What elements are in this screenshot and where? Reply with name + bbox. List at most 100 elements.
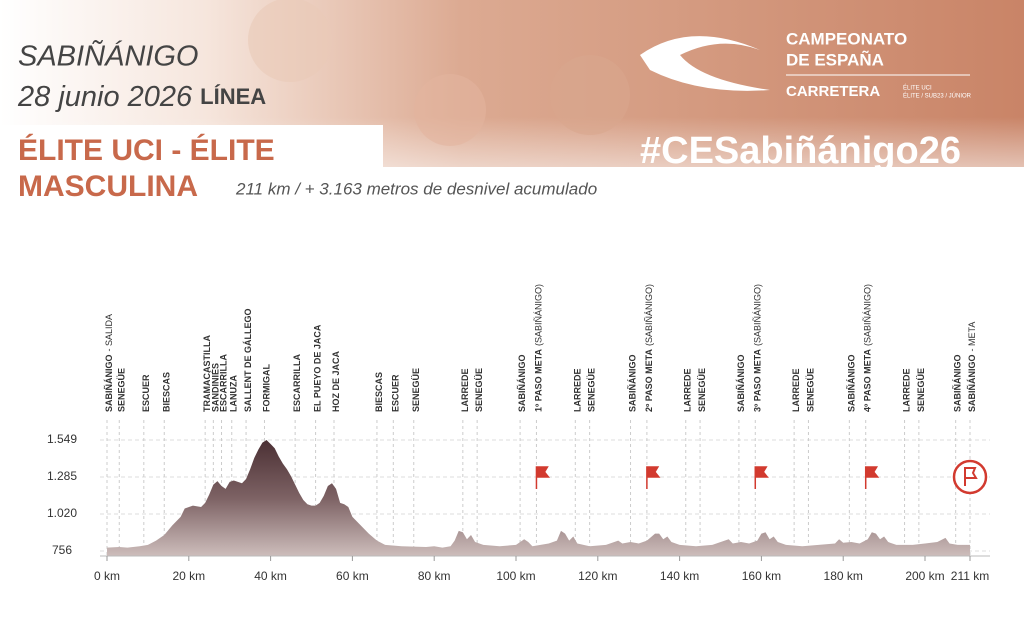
waypoint-name: 1º PASO META [534,349,544,412]
waypoint-label: FORMIGAL [262,364,272,412]
waypoint-name: BIESCAS [374,372,384,412]
finish-flag-icon [964,466,978,486]
sprint-flag [754,466,769,489]
logo-text: CARRETERA [786,83,880,100]
waypoint-note: - META [967,322,977,352]
race-title: MASCULINA [18,170,198,203]
waypoint-label: LARREDE [683,368,693,412]
waypoint-name: SABIÑÁNIGO [628,354,638,412]
waypoint-label: SABIÑÁNIGO [628,354,638,412]
waypoint-label: ESCUER [141,374,151,412]
x-tick-label: 80 km [418,569,451,583]
x-tick-label: 160 km [742,569,781,583]
waypoint-label: SENEGÜE [475,368,485,412]
waypoint-name: LARREDE [460,368,470,412]
waypoint-name: FORMIGAL [262,364,272,412]
waypoint-label: EL PUEYO DE JACA [313,324,323,412]
waypoint-name: SABIÑÁNIGO [104,354,114,412]
hashtag: #CESabiñánigo26 [640,130,961,172]
waypoint-label: SENEGÜE [117,368,127,412]
waypoint-label: BIESCAS [374,372,384,412]
waypoint-label: SABIÑÁNIGO - META [967,322,977,412]
waypoint-label: SABIÑÁNIGO [953,354,963,412]
waypoint-name: SABIÑÁNIGO [847,354,857,412]
waypoint-label: SENEGÜE [697,368,707,412]
logo-sub: ÉLITE UCI [903,85,932,92]
date-text: 28 junio 2026 [17,81,193,113]
elevation-area [107,440,970,556]
waypoint-label: TRAMACASTILLA [203,335,213,412]
waypoint-name: 3º PASO META [753,349,763,412]
waypoint-name: SABIÑÁNIGO [967,354,977,412]
logo-mark [640,36,770,91]
waypoint-name: LANUZA [229,375,239,412]
sprint-flag [864,466,880,489]
waypoint-label: SABIÑÁNIGO [847,354,857,412]
waypoint-note: (SABIÑÁNIGO) [863,284,873,346]
waypoint-label: SABIÑÁNIGO - SALIDA [104,314,114,412]
waypoint-name: LARREDE [792,368,802,412]
waypoint-label: 1º PASO META (SABIÑÁNIGO) [534,284,544,412]
waypoint-label: HOZ DE JACA [331,350,341,412]
waypoint-label: BIESCAS [162,372,172,412]
logo-sub: ÉLITE / SUB23 / JÚNIOR [903,93,972,100]
waypoint-label: 2º PASO META (SABIÑÁNIGO) [644,284,654,412]
waypoint-name: SENEGÜE [587,368,597,412]
waypoint-name: SALLENT DE GÁLLEGO [243,309,253,413]
waypoint-label: SALLENT DE GÁLLEGO [243,309,253,413]
photo-figure [550,55,630,135]
photo-figure [414,74,486,146]
y-tick-label: 1.549 [47,432,77,446]
distance-note: 211 km / + 3.163 metros de desnivel acum… [235,179,597,198]
y-tick-label: 1.020 [47,506,77,520]
waypoint-label: LARREDE [573,368,583,412]
waypoint-name: ESCUER [141,374,151,412]
waypoint-name: HOZ DE JACA [331,350,341,412]
waypoint-label: ESCUER [391,374,401,412]
waypoint-name: SENEGÜE [916,368,926,412]
waypoint-label: ESCARRILLA [219,354,229,412]
waypoint-name: ESCARRILLA [219,354,229,412]
waypoint-name: BIESCAS [162,372,172,412]
logo-text: CAMPEONATO [786,29,907,48]
x-tick-label: 211 km [951,569,989,583]
x-tick-label: 100 km [496,569,535,583]
x-tick-label: 20 km [172,569,205,583]
waypoint-name: 2º PASO META [644,349,654,412]
logo-text: DE ESPAÑA [786,49,884,69]
waypoint-name: SABIÑÁNIGO [953,354,963,412]
x-tick-label: 120 km [578,569,617,583]
waypoint-label: SENEGÜE [916,368,926,412]
waypoint-name: SENEGÜE [475,368,485,412]
waypoint-name: ESCUER [391,374,401,412]
waypoint-name: EL PUEYO DE JACA [313,324,323,412]
waypoint-label: 3º PASO META (SABIÑÁNIGO) [753,284,763,412]
waypoint-note: (SABIÑÁNIGO) [534,284,544,346]
waypoint-label: LANUZA [229,375,239,412]
waypoint-name: ESCARRILLA [293,354,303,412]
stage: LÍNEA [200,84,266,109]
waypoint-label: SENEGÜE [806,368,816,412]
waypoint-name: SANDINIÉS [211,363,221,412]
waypoint-name: SABIÑÁNIGO [517,354,527,412]
waypoint-name: 4º PASO META [863,349,873,412]
waypoint-label: SABIÑÁNIGO [517,354,527,412]
title-box [0,125,383,167]
waypoint-label: LARREDE [792,368,802,412]
waypoint-name: LARREDE [573,368,583,412]
x-tick-label: 140 km [660,569,699,583]
y-tick-label: 756 [52,543,72,557]
waypoint-name: SENEGÜE [697,368,707,412]
waypoint-label: 4º PASO META (SABIÑÁNIGO) [863,284,873,412]
waypoint-name: SENEGÜE [411,368,421,412]
waypoint-name: TRAMACASTILLA [203,335,213,412]
plot: 756 1.020 1.285 1.549 SABIÑÁNIGO - SALIDA SENE… [47,284,990,583]
waypoint-name: LARREDE [902,368,912,412]
waypoint-name: SENEGÜE [117,368,127,412]
waypoint-note: - SALIDA [104,314,114,352]
date: 28 junio 2026 LÍNEA [17,81,266,113]
waypoint-name: LARREDE [683,368,693,412]
waypoint-label: SABIÑÁNIGO [736,354,746,412]
waypoint-note: (SABIÑÁNIGO) [753,284,763,346]
